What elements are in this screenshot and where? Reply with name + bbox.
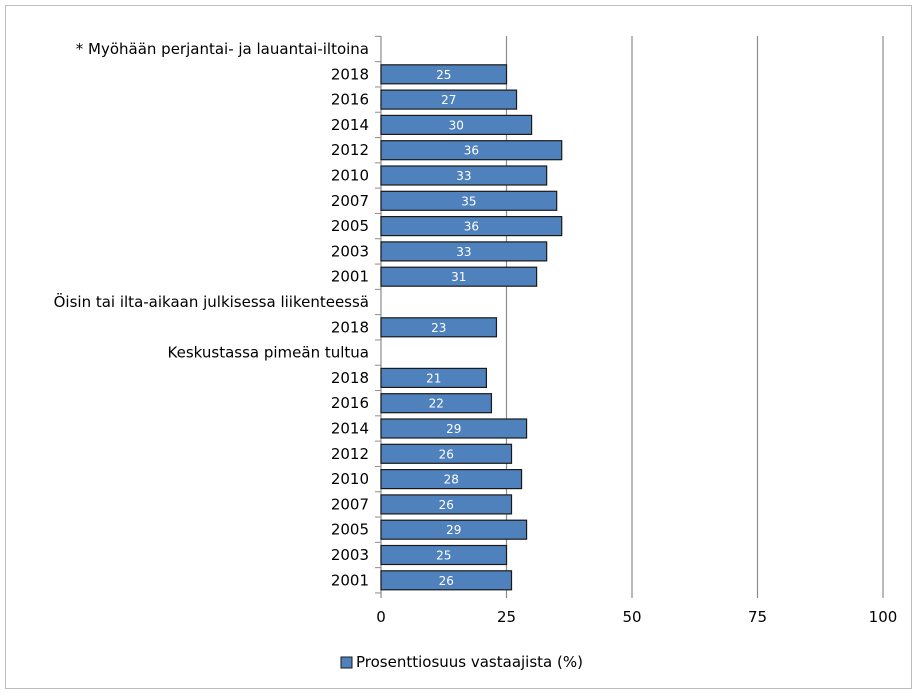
- category-label: 2018: [331, 369, 369, 387]
- category-label: 2010: [331, 470, 369, 488]
- legend-swatch: [340, 656, 353, 669]
- bar: [380, 89, 518, 110]
- category-label: 2010: [331, 167, 369, 185]
- bar: [380, 469, 523, 490]
- bar-data-label: 29: [446, 523, 461, 537]
- bar: [380, 64, 508, 85]
- category-label: Öisin tai ilta-aikaan julkisessa liikent…: [54, 292, 369, 311]
- x-tick-label: 100: [869, 608, 898, 626]
- bar: [380, 266, 538, 287]
- bar-data-label: 36: [464, 220, 479, 234]
- x-tick-label: 50: [622, 608, 641, 626]
- category-label: 2018: [331, 318, 369, 336]
- category-label: 2012: [331, 141, 369, 159]
- bar-data-label: 21: [426, 371, 441, 385]
- category-label: 2001: [331, 268, 369, 286]
- bar: [380, 114, 533, 136]
- bar: [380, 317, 498, 338]
- bar: [380, 544, 508, 566]
- category-labels: * Myöhään perjantai- ja lauantai-iltoina…: [54, 40, 369, 589]
- x-tick-label: 0: [376, 608, 386, 626]
- category-label: 2018: [331, 65, 369, 83]
- bar-data-label: 26: [439, 498, 454, 512]
- category-label: * Myöhään perjantai- ja lauantai-iltoina: [76, 40, 369, 58]
- category-label: 2007: [331, 495, 369, 513]
- bar: [380, 165, 548, 186]
- bar: [380, 519, 528, 540]
- bar-data-label: 26: [439, 447, 454, 461]
- bar-data-label: 27: [441, 93, 456, 107]
- bar-data-label: 31: [451, 270, 466, 284]
- bar-data-label: 25: [436, 68, 451, 82]
- bar-data-label: 25: [436, 549, 451, 563]
- bar: [380, 241, 548, 262]
- category-label: 2005: [331, 521, 369, 539]
- category-label: 2014: [331, 116, 369, 134]
- bar-data-label: 23: [431, 321, 446, 335]
- bar: [380, 216, 563, 237]
- category-label: 2003: [331, 242, 369, 260]
- bar: [380, 393, 493, 414]
- category-label: 2003: [331, 546, 369, 564]
- bar: [380, 443, 513, 464]
- bar: [380, 418, 528, 439]
- category-label: 2001: [331, 571, 369, 589]
- bar: [380, 494, 513, 515]
- bar-data-label: 35: [461, 194, 476, 208]
- bar-data-label: 33: [456, 245, 471, 259]
- bar: [380, 190, 558, 211]
- x-tick-label: 75: [748, 608, 767, 626]
- chart-frame: 25 27 30 36 33 35 36 33 31 23 21 22 29 26 28 26 29 25 26 *…: [5, 5, 912, 689]
- bar-data-label: 22: [429, 397, 444, 411]
- bar-data-label: 26: [439, 574, 454, 588]
- bar: [380, 570, 513, 591]
- bar-data-label: 33: [456, 169, 471, 183]
- category-label: 2014: [331, 420, 369, 438]
- bar-data-label: 36: [464, 144, 479, 158]
- bar-data-label: 28: [444, 473, 459, 487]
- bar-data-label: 30: [449, 118, 464, 132]
- bar: [380, 367, 488, 388]
- legend: Prosenttiosuus vastaajista (%): [340, 653, 583, 671]
- bar-data-label: 29: [446, 422, 461, 436]
- category-label: 2005: [331, 217, 369, 235]
- category-label: 2016: [331, 394, 369, 412]
- category-label: Keskustassa pimeän tultua: [168, 344, 369, 362]
- x-axis-ticks: 0 25 50 75 100: [376, 608, 897, 626]
- x-tick-label: 25: [497, 608, 516, 626]
- category-label: 2007: [331, 192, 369, 210]
- category-label: 2016: [331, 91, 369, 109]
- category-label: 2012: [331, 445, 369, 463]
- bar: [380, 140, 563, 161]
- legend-label: Prosenttiosuus vastaajista (%): [356, 653, 583, 671]
